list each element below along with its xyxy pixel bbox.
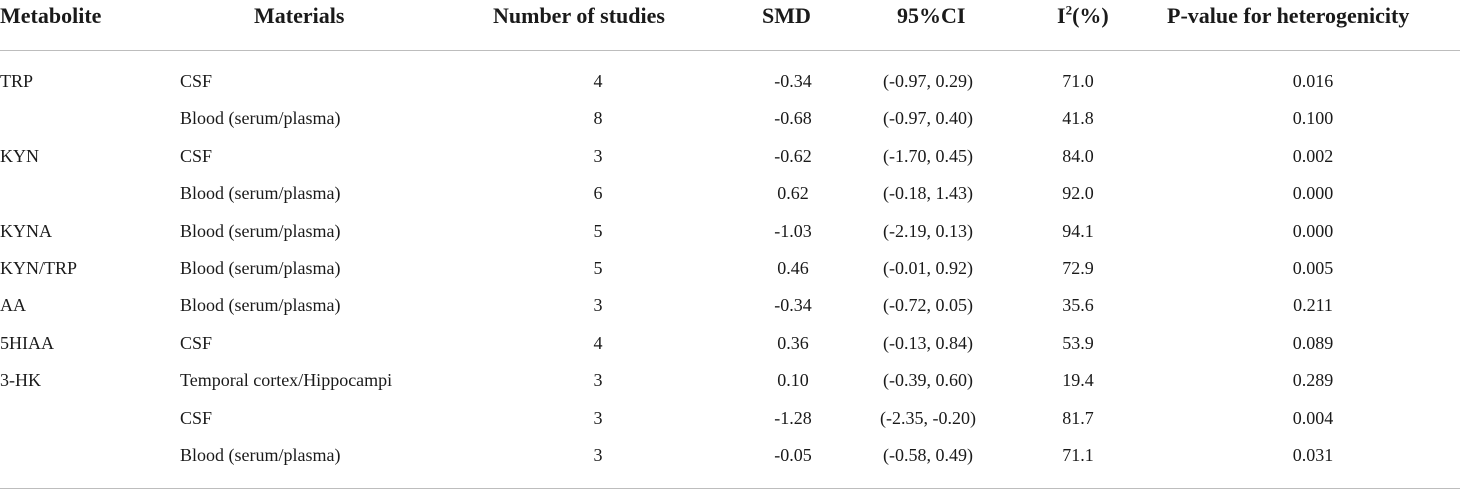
cell-metabolite: KYN/TRP: [0, 258, 78, 278]
header-i2-superscript: 2: [1065, 2, 1073, 18]
cell-95ci: (-0.97, 0.29): [883, 71, 973, 91]
cell-p-value: 0.000: [1292, 220, 1334, 241]
cell-metabolite: KYN: [0, 145, 39, 166]
cell-smd: 0.10: [777, 370, 809, 391]
cell-p-value: 0.100: [1292, 108, 1334, 129]
cell-95ci: (-2.35, -0.20): [880, 407, 976, 428]
table-row: Blood (serum/plasma) 6 0.62 (-0.18, 1.43) 92…: [0, 177, 1460, 214]
cell-material: CSF: [180, 71, 213, 91]
cell-number-of-studies: 8: [593, 108, 603, 129]
cell-p-value: 0.005: [1292, 258, 1334, 278]
header-number-of-studies: Number of studies: [493, 3, 665, 28]
cell-p-value: 0.211: [1293, 295, 1333, 316]
header-i2-unit: (%): [1072, 3, 1109, 28]
cell-material: Blood (serum/plasma): [180, 108, 341, 129]
cell-smd: -1.28: [774, 407, 812, 428]
table-row: KYN/TRP Blood (serum/plasma) 5 0.46 (-0.01, …: [0, 252, 1460, 289]
cell-metabolite: 3-HK: [0, 370, 41, 391]
cell-number-of-studies: 4: [593, 332, 603, 353]
table-row: 5HIAA CSF 4 0.36 (-0.13, 0.84) 53.9 0.089: [0, 327, 1460, 364]
cell-material: Blood (serum/plasma): [180, 258, 341, 278]
cell-95ci: (-0.01, 0.92): [883, 258, 973, 278]
table-row: CSF 3 -1.28 (-2.35, -0.20) 81.7 0.004: [0, 402, 1460, 439]
cell-i2: 94.1: [1062, 220, 1094, 241]
header-i2: I2(%): [1057, 3, 1109, 29]
cell-i2: 71.1: [1062, 445, 1094, 465]
cell-p-value: 0.000: [1292, 183, 1334, 204]
cell-p-value: 0.289: [1292, 370, 1334, 391]
cell-i2: 92.0: [1062, 183, 1094, 204]
cell-number-of-studies: 4: [593, 71, 603, 91]
header-metabolite: Metabolite: [0, 3, 102, 28]
header-95ci: 95%CI: [897, 3, 966, 28]
cell-metabolite: AA: [0, 295, 26, 316]
cell-number-of-studies: 3: [593, 370, 603, 391]
cell-material: Blood (serum/plasma): [180, 183, 341, 204]
cell-metabolite: KYNA: [0, 220, 52, 241]
cell-p-value: 0.002: [1292, 145, 1334, 166]
cell-p-value: 0.016: [1292, 71, 1334, 91]
cell-smd: -0.68: [774, 108, 812, 129]
cell-material: Blood (serum/plasma): [180, 220, 341, 241]
cell-i2: 35.6: [1062, 295, 1094, 316]
cell-i2: 84.0: [1062, 145, 1094, 166]
cell-material: CSF: [180, 407, 213, 428]
cell-95ci: (-0.72, 0.05): [883, 295, 973, 316]
cell-number-of-studies: 3: [593, 295, 603, 316]
cell-95ci: (-0.97, 0.40): [883, 108, 973, 129]
cell-smd: 0.62: [777, 183, 809, 204]
cell-i2: 71.0: [1062, 71, 1094, 91]
cell-number-of-studies: 3: [593, 445, 603, 465]
table-row: Blood (serum/plasma) 3 -0.05 (-0.58, 0.49) 7…: [0, 439, 1460, 476]
cell-smd: -0.05: [774, 445, 812, 465]
header-rule: [0, 50, 1460, 51]
header-p-value: P-value for heterogenicity: [1167, 3, 1410, 28]
cell-i2: 53.9: [1062, 332, 1094, 353]
cell-p-value: 0.004: [1292, 407, 1334, 428]
cell-number-of-studies: 5: [593, 220, 603, 241]
cell-i2: 19.4: [1062, 370, 1094, 391]
header-smd: SMD: [762, 3, 811, 28]
cell-material: Temporal cortex/Hippocampi: [180, 370, 393, 391]
cell-metabolite: 5HIAA: [0, 332, 54, 353]
table-row: KYN CSF 3 -0.62 (-1.70, 0.45) 84.0 0.002: [0, 140, 1460, 177]
cell-i2: 72.9: [1062, 258, 1094, 278]
header-materials: Materials: [254, 3, 345, 28]
cell-smd: 0.36: [777, 332, 809, 353]
table-header: Metabolite Materials Number of studies S…: [0, 0, 1460, 36]
cell-95ci: (-2.19, 0.13): [883, 220, 973, 241]
header-i2-base: I: [1057, 3, 1066, 28]
cell-material: CSF: [180, 332, 213, 353]
cell-smd: -0.34: [774, 71, 812, 91]
cell-metabolite: TRP: [0, 71, 34, 91]
cell-smd: 0.46: [777, 258, 809, 278]
bottom-rule: [0, 488, 1460, 489]
cell-material: Blood (serum/plasma): [180, 295, 341, 316]
table-row: Blood (serum/plasma) 8 -0.68 (-0.97, 0.40) 4…: [0, 102, 1460, 139]
cell-material: CSF: [180, 145, 213, 166]
cell-number-of-studies: 6: [593, 183, 603, 204]
cell-p-value: 0.031: [1292, 445, 1334, 465]
cell-i2: 41.8: [1062, 108, 1094, 129]
cell-number-of-studies: 3: [593, 407, 603, 428]
cell-95ci: (-0.39, 0.60): [883, 370, 973, 391]
cell-95ci: (-0.13, 0.84): [883, 332, 973, 353]
table-row: KYNA Blood (serum/plasma) 5 -1.03 (-2.19, 0.…: [0, 215, 1460, 252]
cell-95ci: (-0.18, 1.43): [883, 183, 973, 204]
table-row: TRP CSF 4 -0.34 (-0.97, 0.29) 71.0 0.016: [0, 65, 1460, 102]
cell-95ci: (-0.58, 0.49): [883, 445, 973, 465]
table-row: 3-HK Temporal cortex/Hippocampi 3 0.10 (-0.3…: [0, 364, 1460, 401]
cell-smd: -0.34: [774, 295, 812, 316]
cell-95ci: (-1.70, 0.45): [883, 145, 973, 166]
cell-material: Blood (serum/plasma): [180, 445, 341, 465]
cell-i2: 81.7: [1062, 407, 1094, 428]
cell-number-of-studies: 5: [593, 258, 603, 278]
cell-p-value: 0.089: [1292, 332, 1334, 353]
cell-smd: -1.03: [774, 220, 812, 241]
table-row: AA Blood (serum/plasma) 3 -0.34 (-0.72, 0.05…: [0, 289, 1460, 326]
cell-smd: -0.62: [774, 145, 812, 166]
cell-number-of-studies: 3: [593, 145, 603, 166]
